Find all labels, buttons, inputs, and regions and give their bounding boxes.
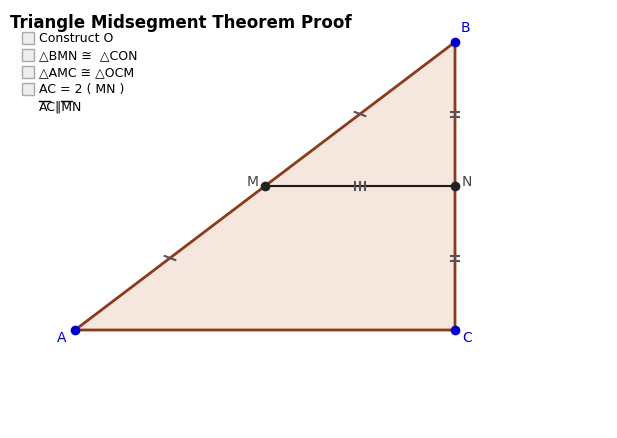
Text: △BMN ≅  △CON: △BMN ≅ △CON <box>39 49 138 63</box>
Text: M: M <box>247 175 259 189</box>
Text: △AMC ≅ △OCM: △AMC ≅ △OCM <box>39 67 134 80</box>
Text: Triangle Midsegment Theorem Proof: Triangle Midsegment Theorem Proof <box>10 14 352 32</box>
Bar <box>22 32 34 44</box>
Text: C: C <box>462 331 472 345</box>
Text: AC‖MN: AC‖MN <box>39 100 83 113</box>
Bar <box>22 66 34 78</box>
Polygon shape <box>75 42 455 330</box>
Text: N: N <box>462 175 473 189</box>
Text: A: A <box>57 331 67 345</box>
Text: B: B <box>461 21 471 35</box>
Bar <box>22 49 34 61</box>
Text: AC = 2 ( MN ): AC = 2 ( MN ) <box>39 84 125 96</box>
Text: Construct O: Construct O <box>39 32 114 46</box>
Bar <box>22 83 34 95</box>
